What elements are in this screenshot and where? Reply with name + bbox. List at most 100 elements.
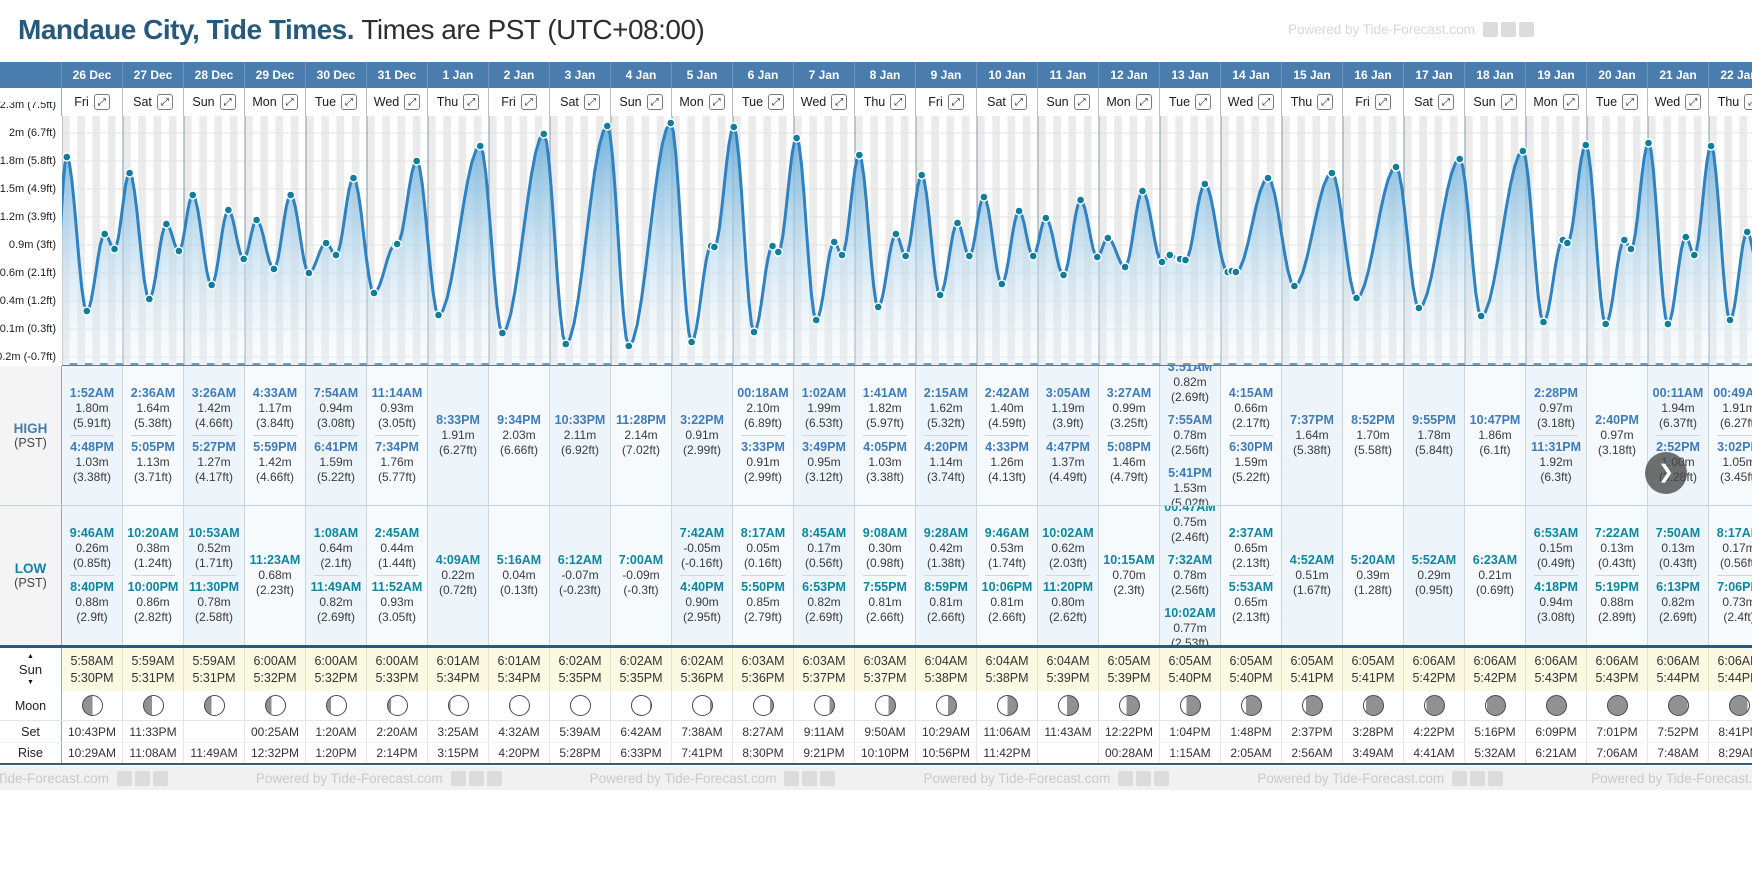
expand-day-button[interactable]: ⤢ (1685, 94, 1702, 110)
tide-height-ft: (2.66ft) (865, 610, 904, 624)
expand-day-button[interactable]: ⤢ (156, 94, 173, 110)
moonset-time-cell: 9:50AM (855, 721, 916, 742)
expand-day-button[interactable]: ⤢ (341, 94, 358, 110)
tide-height-ft: (2.69ft) (804, 610, 843, 624)
tide-height-ft: (6.92ft) (560, 443, 599, 457)
watermark-text: Powered by Tide-Forecast.com (923, 770, 1111, 786)
moon-phase-cell (977, 691, 1038, 720)
tide-time: 11:28PM (615, 413, 667, 427)
watermark: Powered by Tide-Forecast.com (923, 770, 1170, 786)
tide-height-ft: (2.58ft) (194, 610, 233, 624)
expand-day-button[interactable]: ⤢ (646, 94, 663, 110)
sun-times-cell: 5:59AM 5:31PM (184, 648, 245, 691)
sunset-time: 5:39PM (1046, 671, 1090, 685)
moon-phase-cell (916, 691, 977, 720)
tide-height-m: 1.03m (868, 455, 902, 469)
sunrise-time: 6:06AM (1717, 654, 1752, 668)
tide-time: 00:11AM (1652, 386, 1704, 400)
moon-phase-cell (1526, 691, 1587, 720)
tide-time: 1:52AM (69, 386, 115, 400)
sunset-time: 5:38PM (924, 671, 968, 685)
tide-height-ft: (2.95ft) (682, 610, 721, 624)
tide-time: 9:34PM (497, 413, 541, 427)
expand-day-button[interactable]: ⤢ (1562, 94, 1579, 110)
tide-height-m: 0.52m (197, 541, 231, 555)
expand-day-button[interactable]: ⤢ (219, 94, 236, 110)
entry-divider (70, 435, 114, 436)
tide-height-ft: (1.38ft) (926, 556, 965, 570)
tide-height-m: 1.17m (258, 401, 292, 415)
moonrise-time-cell: 2:05AM (1221, 743, 1282, 763)
weekday-cell: Tue ⤢ (733, 88, 794, 116)
expand-day-button[interactable]: ⤢ (708, 94, 725, 110)
expand-day-button[interactable]: ⤢ (404, 94, 421, 110)
weekday-cell: Sat ⤢ (550, 88, 611, 116)
tide-time: 2:15AM (923, 386, 969, 400)
tide-height-ft: (5.58ft) (1353, 443, 1392, 457)
date-cell: 28 Dec (184, 62, 245, 88)
expand-day-button[interactable]: ⤢ (463, 94, 480, 110)
next-button[interactable]: ❯ (1645, 452, 1687, 494)
social-icons (450, 770, 502, 786)
date-cell: 16 Jan (1343, 62, 1404, 88)
expand-day-button[interactable]: ⤢ (1437, 94, 1454, 110)
expand-day-button[interactable]: ⤢ (947, 94, 964, 110)
expand-day-button[interactable]: ⤢ (93, 94, 110, 110)
high-tide-cell: 11:14AM 0.93m (3.05ft) 7:34PM 1.76m (5.77ft) (367, 366, 428, 505)
weekday-label: Fri (1355, 95, 1370, 109)
expand-day-button[interactable]: ⤢ (1195, 94, 1212, 110)
tide-height-m: 0.65m (1234, 595, 1268, 609)
weekday-label: Wed (1227, 95, 1254, 109)
high-tide-entry: 2:40PM 0.97m (3.18ft) (1587, 413, 1647, 458)
expand-day-button[interactable]: ⤢ (831, 94, 848, 110)
tide-height-m: 0.99m (1112, 401, 1146, 415)
expand-day-button[interactable]: ⤢ (1622, 94, 1639, 110)
tide-height-ft: (2.62ft) (1048, 610, 1087, 624)
tide-time: 3:05AM (1045, 386, 1091, 400)
expand-day-button[interactable]: ⤢ (583, 94, 600, 110)
tide-height-m: -0.05m (683, 541, 721, 555)
tide-height-m: 0.91m (685, 428, 719, 442)
expand-day-button[interactable]: ⤢ (1317, 94, 1334, 110)
tide-time: 11:52AM (371, 580, 423, 594)
tide-height-ft: (5.84ft) (1414, 443, 1453, 457)
tide-height-ft: (-0.3ft) (623, 583, 659, 597)
weekday-cell: Fri ⤢ (916, 88, 977, 116)
moonset-time-cell: 3:25AM (428, 721, 489, 742)
expand-day-button[interactable]: ⤢ (890, 94, 907, 110)
expand-day-button[interactable]: ⤢ (520, 94, 537, 110)
entry-divider (253, 435, 297, 436)
moonset-time-cell (184, 721, 245, 742)
date-cell: 10 Jan (977, 62, 1038, 88)
tide-height-m: 0.29m (1417, 568, 1451, 582)
high-tide-entry: 7:55AM 0.78m (2.56ft) (1160, 413, 1220, 458)
tide-height-ft: (2.56ft) (1170, 583, 1209, 597)
tide-time: 10:53AM (188, 526, 240, 540)
expand-day-button[interactable]: ⤢ (1374, 94, 1391, 110)
tide-height-m: 0.05m (746, 541, 780, 555)
tide-height-m: 1.80m (75, 401, 109, 415)
tide-height-ft: (5.22ft) (1231, 470, 1270, 484)
date-cell: 27 Dec (123, 62, 184, 88)
expand-day-button[interactable]: ⤢ (768, 94, 785, 110)
social-icons (1482, 22, 1534, 37)
high-tide-cell: 7:37PM 1.64m (5.38ft) (1282, 366, 1343, 505)
expand-day-button[interactable]: ⤢ (1010, 94, 1027, 110)
weekday-cell: Mon ⤢ (672, 88, 733, 116)
expand-day-button[interactable]: ⤢ (1073, 94, 1090, 110)
moonset-time-cell: 00:25AM (245, 721, 306, 742)
expand-day-button[interactable]: ⤢ (1135, 94, 1152, 110)
moon-phase-icon (1057, 695, 1079, 716)
sunset-arrow-icon: ▼ (27, 679, 34, 686)
moonset-time-cell: 4:22PM (1404, 721, 1465, 742)
expand-day-button[interactable]: ⤢ (1258, 94, 1275, 110)
expand-day-button[interactable]: ⤢ (1744, 94, 1752, 110)
weekday-label: Mon (252, 95, 277, 109)
moon-phase-icon (1179, 695, 1201, 716)
low-tide-cell: 9:46AM 0.53m (1.74ft) 10:06PM 0.81m (2.66ft) (977, 506, 1038, 645)
weekday-label: Thu (863, 95, 886, 109)
expand-day-button[interactable]: ⤢ (1500, 94, 1517, 110)
sun-times-cell: 6:00AM 5:32PM (245, 648, 306, 691)
tide-height-m: 0.53m (990, 541, 1024, 555)
expand-day-button[interactable]: ⤢ (281, 94, 298, 110)
